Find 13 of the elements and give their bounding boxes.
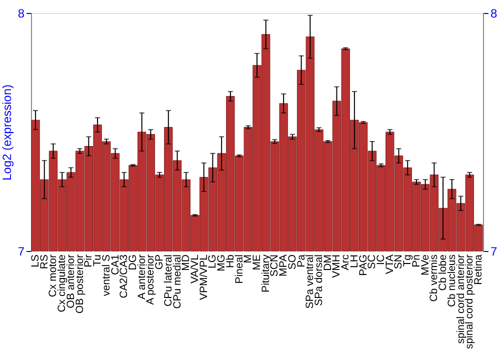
x-tick-label: VA/VL [188, 254, 201, 284]
x-tick-label: Hb [224, 254, 236, 268]
x-tick-label: DG [126, 254, 139, 270]
y2-tick-label: 7 [490, 244, 498, 258]
x-tick-label: SO [286, 254, 298, 270]
x-tick-label: Tg [402, 254, 414, 267]
x-tick-label: A posterior [144, 254, 157, 305]
x-tick-label: LH [348, 254, 360, 268]
x-tick-label: ventral S [100, 254, 112, 296]
x-tick-label: Cb nucleus [446, 254, 458, 308]
y2-tick-label: 8 [490, 6, 498, 20]
x-tick-label: RS [38, 254, 50, 270]
y-axis-title: Log2 (expression) [0, 84, 14, 181]
